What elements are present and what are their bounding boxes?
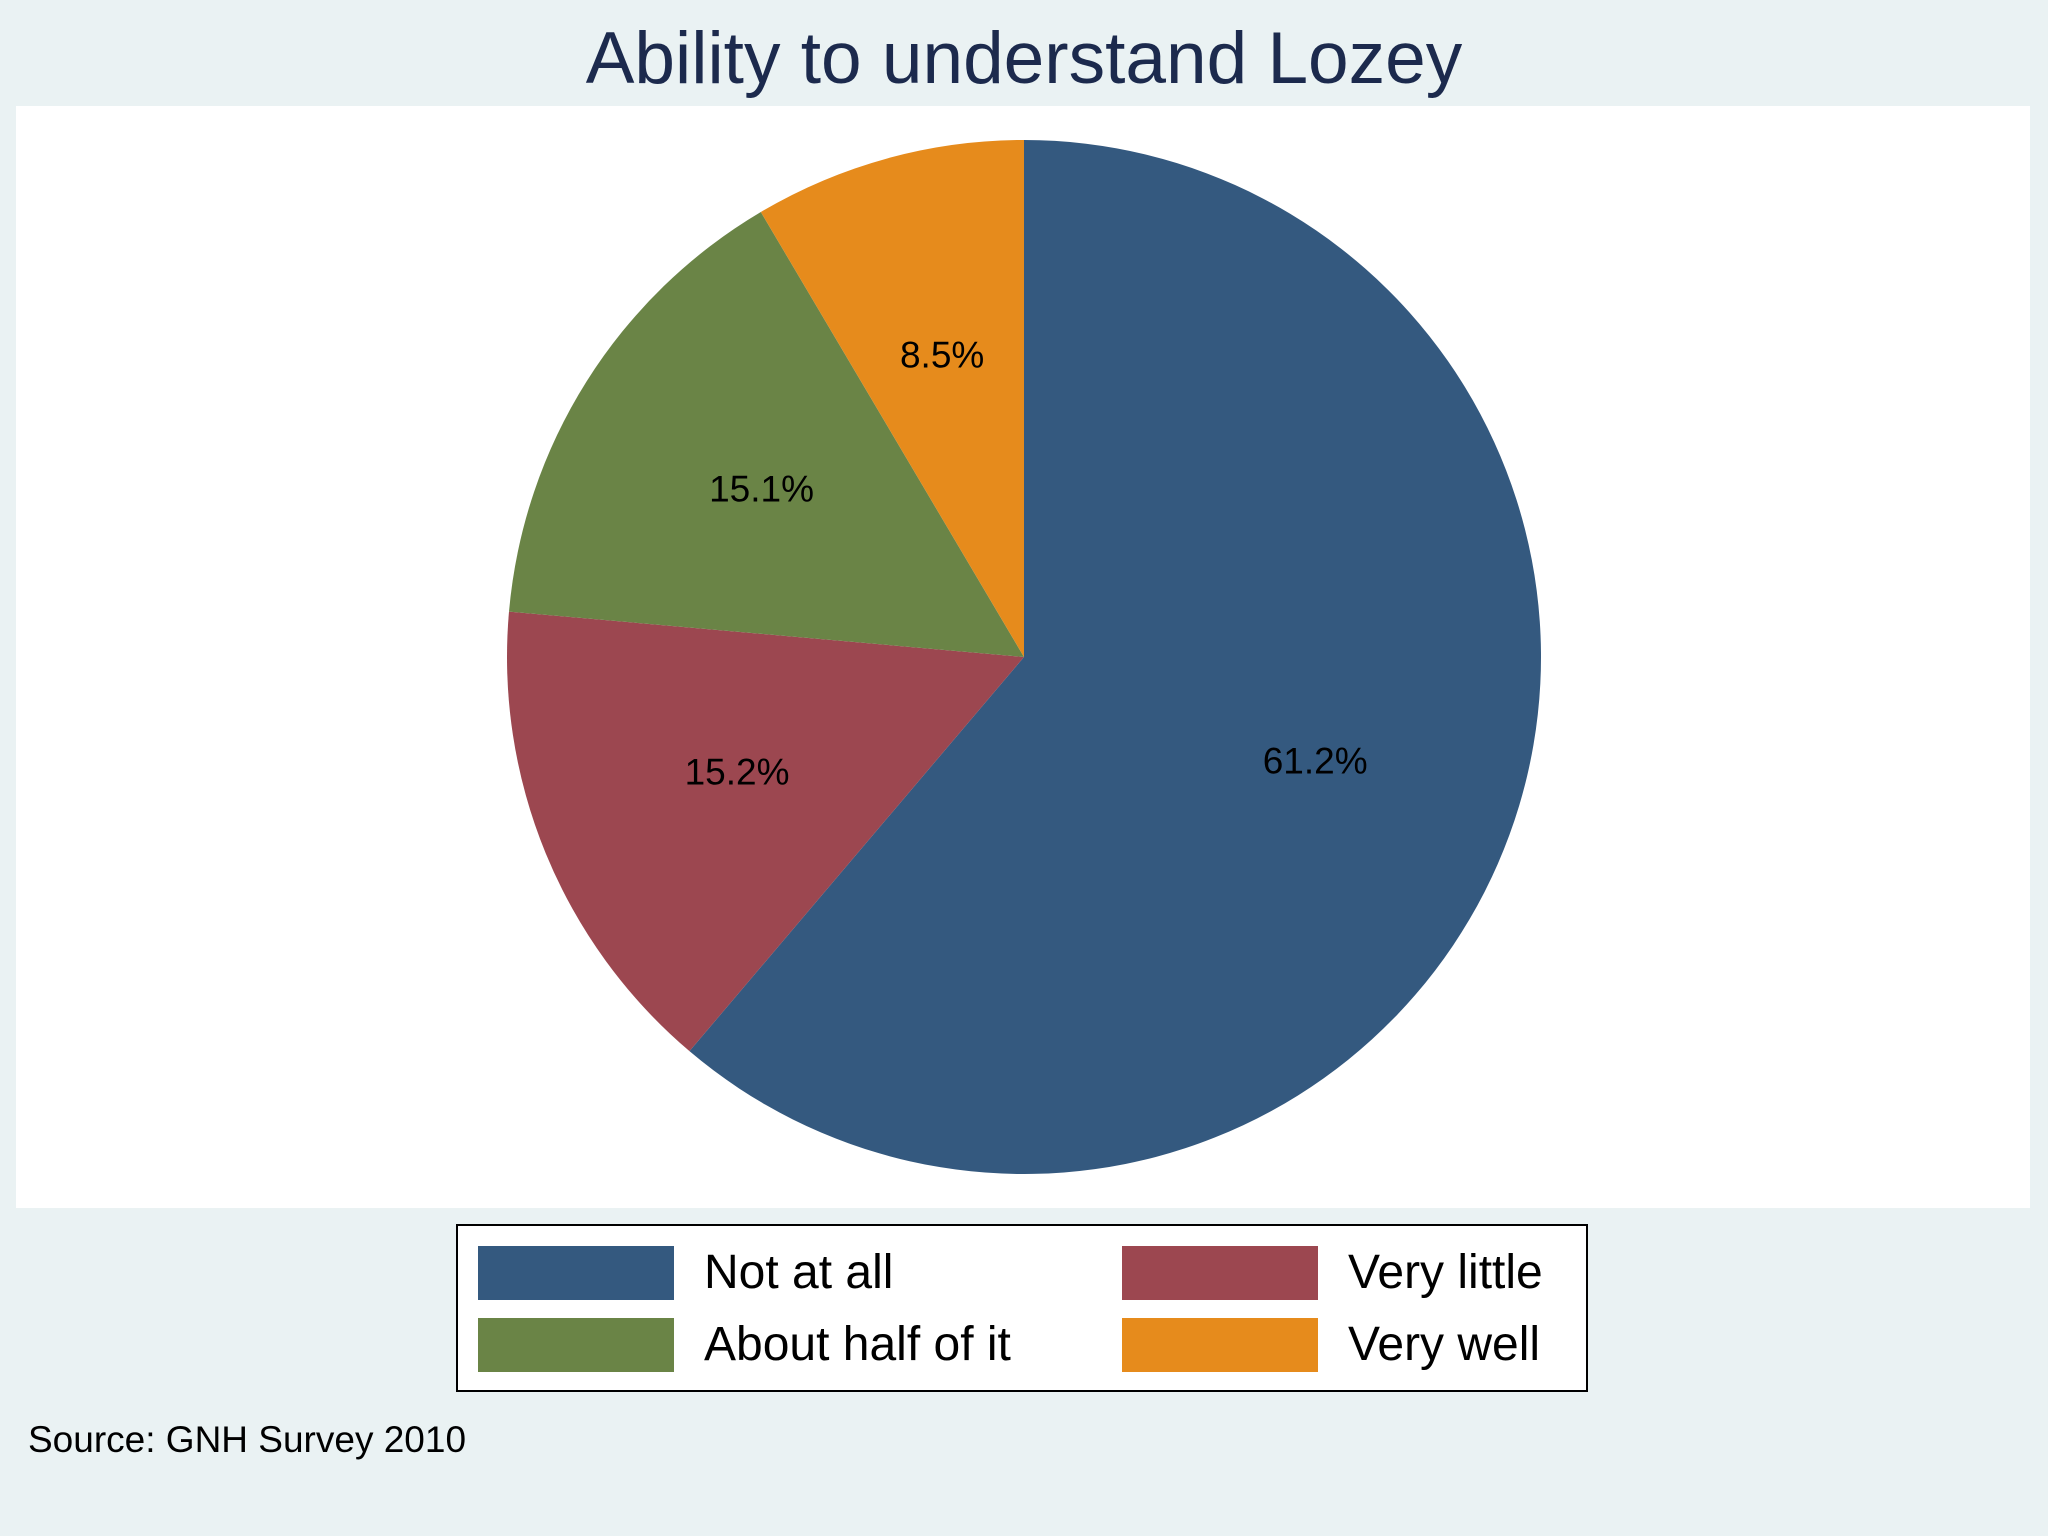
pie-chart: 61.2% 15.2% 15.1% 8.5% [507, 140, 1541, 1174]
legend-label: About half of it [704, 1318, 1011, 1371]
slice-value-label: 61.2% [1263, 741, 1368, 782]
plot-area: 61.2% 15.2% 15.1% 8.5% [16, 106, 2030, 1208]
pie-slice-not-at-all [689, 140, 1541, 1174]
slice-value-label: 15.1% [709, 468, 814, 509]
legend-swatch [1122, 1318, 1318, 1372]
legend-label: Very little [1348, 1246, 1543, 1299]
legend-swatch [1122, 1246, 1318, 1300]
legend-swatch [478, 1246, 674, 1300]
legend-label: Not at all [704, 1246, 894, 1299]
pie-slice-very-well [760, 140, 1024, 657]
legend-label: Very well [1348, 1318, 1541, 1371]
slice-value-label: 15.2% [685, 752, 790, 793]
pie-slice-about-half-of-it [508, 211, 1025, 657]
legend-swatch [478, 1318, 674, 1372]
chart-title: Ability to understand Lozey [585, 18, 1463, 99]
pie-slice-very-little [507, 611, 1024, 1052]
slice-value-label: 8.5% [900, 335, 984, 376]
legend: Not at all Very little About half of it … [456, 1224, 1588, 1392]
source-note: Source: GNH Survey 2010 [28, 1419, 467, 1460]
